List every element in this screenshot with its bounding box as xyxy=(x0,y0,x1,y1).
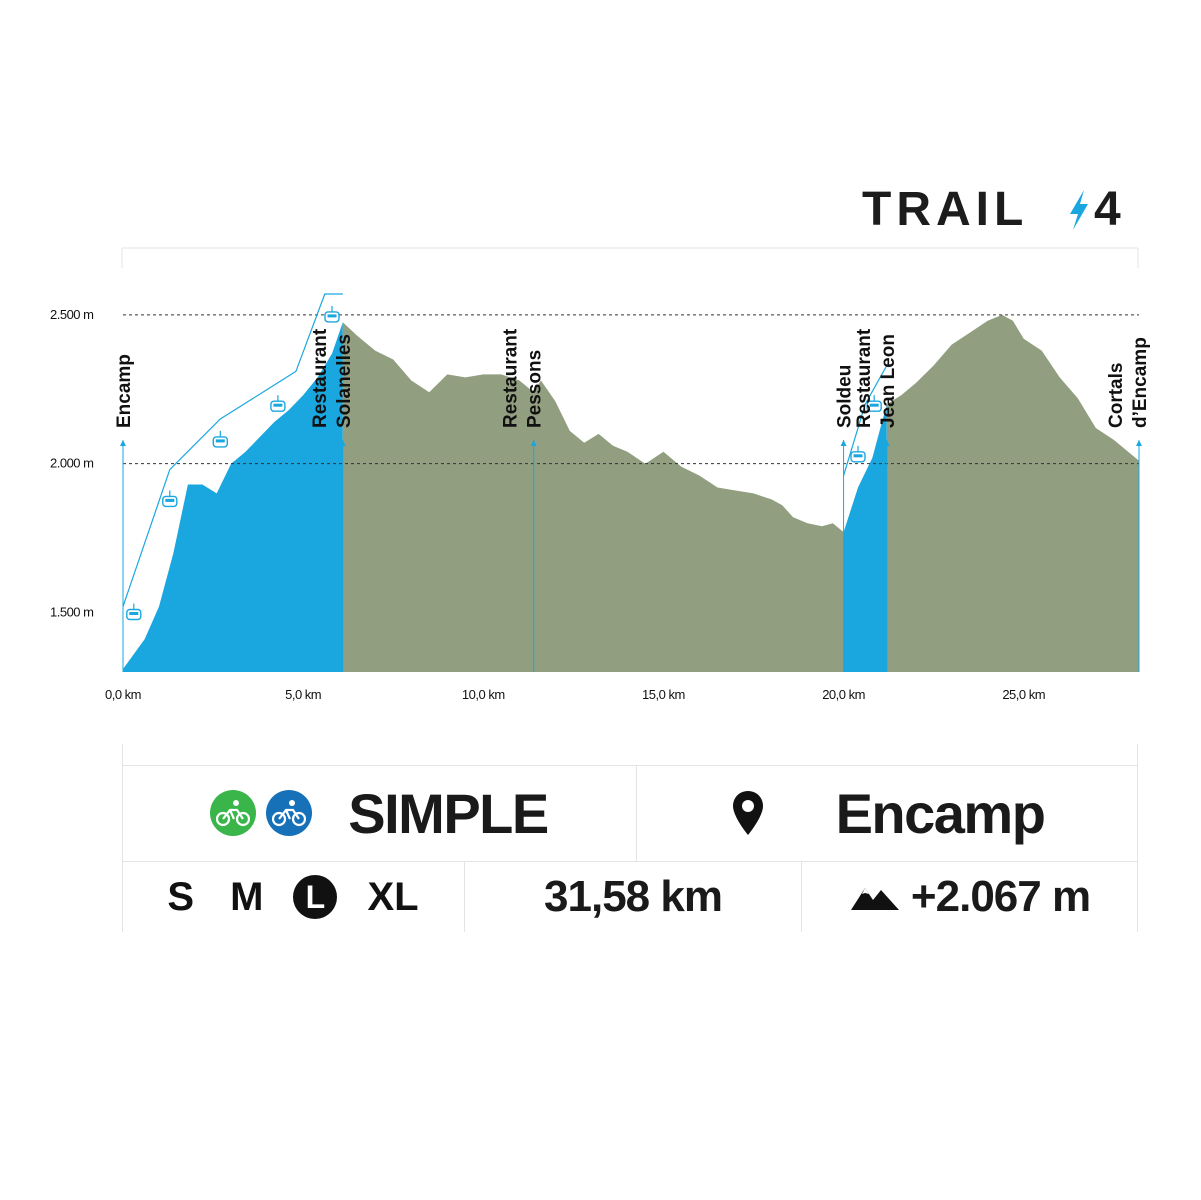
x-tick-label: 25,0 km xyxy=(1002,687,1045,702)
poi-label: Solanelles xyxy=(334,334,355,428)
route-info-panel: SIMPLE Encamp S M L XL 31,58 km +2.067 m xyxy=(122,744,1138,932)
distance-cell: 31,58 km xyxy=(465,862,801,932)
panel-divider xyxy=(464,861,465,932)
lift-cable-1 xyxy=(843,365,888,476)
difficulty-label: SIMPLE xyxy=(348,781,549,845)
gondola-icon xyxy=(126,603,142,621)
x-tick-label: 10,0 km xyxy=(462,687,505,702)
poi-marker-arrow xyxy=(883,440,890,446)
poi-label: Restaurant xyxy=(310,328,331,428)
lift-area-segment-0 xyxy=(123,322,343,672)
brand-number: 4 xyxy=(1094,183,1121,236)
poi-label: Restaurant xyxy=(854,328,875,428)
size-s: S xyxy=(167,874,195,919)
x-tick-label: 15,0 km xyxy=(642,687,685,702)
gondola-icon xyxy=(162,490,178,508)
brand-logo: TRAIL 4 xyxy=(862,182,1137,238)
bike-green-icon xyxy=(210,790,257,836)
gondola-icon xyxy=(324,305,340,323)
x-tick-label: 5,0 km xyxy=(285,687,321,702)
panel-divider xyxy=(122,861,1138,862)
x-tick-label: 20,0 km xyxy=(822,687,865,702)
poi-marker-arrow xyxy=(840,440,847,446)
bike-blue-icon xyxy=(266,790,313,836)
y-tick-label: 1.500 m xyxy=(50,604,93,619)
panel-divider xyxy=(122,744,123,932)
panel-divider xyxy=(636,765,637,861)
start-location: Encamp xyxy=(835,781,1046,845)
elevation-gain-value: +2.067 m xyxy=(910,872,1091,921)
distance-value: 31,58 km xyxy=(544,872,723,921)
size-m: M xyxy=(230,874,264,919)
poi-marker-arrow xyxy=(120,440,126,446)
poi-label: Pessons xyxy=(525,350,546,428)
panel-divider xyxy=(801,861,802,932)
gondola-icon xyxy=(850,445,866,463)
poi-label: Restaurant xyxy=(501,328,522,428)
y-tick-label: 2.500 m xyxy=(50,307,93,322)
size-l-selected: L xyxy=(293,875,338,919)
poi-label: Encamp xyxy=(114,354,135,428)
poi-marker-arrow xyxy=(530,440,537,446)
gondola-icon xyxy=(866,395,882,412)
lift-area-segment-2 xyxy=(843,404,887,672)
size-xl: XL xyxy=(367,874,419,919)
lift-cable-0 xyxy=(122,293,343,607)
mountain-icon xyxy=(850,888,899,910)
lightning-bolt-icon xyxy=(1070,190,1088,230)
map-pin-icon xyxy=(732,791,763,835)
poi-label: d’Encamp xyxy=(1130,337,1151,428)
difficulty-cell: SIMPLE xyxy=(122,765,636,861)
y-tick-label: 2.000 m xyxy=(50,456,93,471)
poi-marker-arrow xyxy=(1136,440,1142,446)
start-location-cell: Encamp xyxy=(637,765,1137,861)
panel-divider xyxy=(122,765,1138,766)
trail-area-segment-1 xyxy=(342,322,844,672)
brand-name: TRAIL xyxy=(862,183,1029,236)
poi-label: Jean Leon xyxy=(878,334,899,428)
gondola-icon xyxy=(212,430,229,448)
sizes-cell: S M L XL xyxy=(122,862,464,932)
elevation-cell: +2.067 m xyxy=(802,862,1137,932)
poi-label: Soldeu xyxy=(835,365,856,428)
trail-area-segment-3 xyxy=(886,314,1139,672)
poi-marker-arrow xyxy=(339,440,346,446)
elevation-profile-chart: Encamp Restaurant Solanelles Restaurant Pess… xyxy=(50,247,1151,702)
panel-divider xyxy=(1137,744,1138,932)
gondola-icon xyxy=(270,395,286,412)
poi-label: Cortals xyxy=(1106,363,1127,428)
x-tick-label: 0,0 km xyxy=(105,687,141,702)
